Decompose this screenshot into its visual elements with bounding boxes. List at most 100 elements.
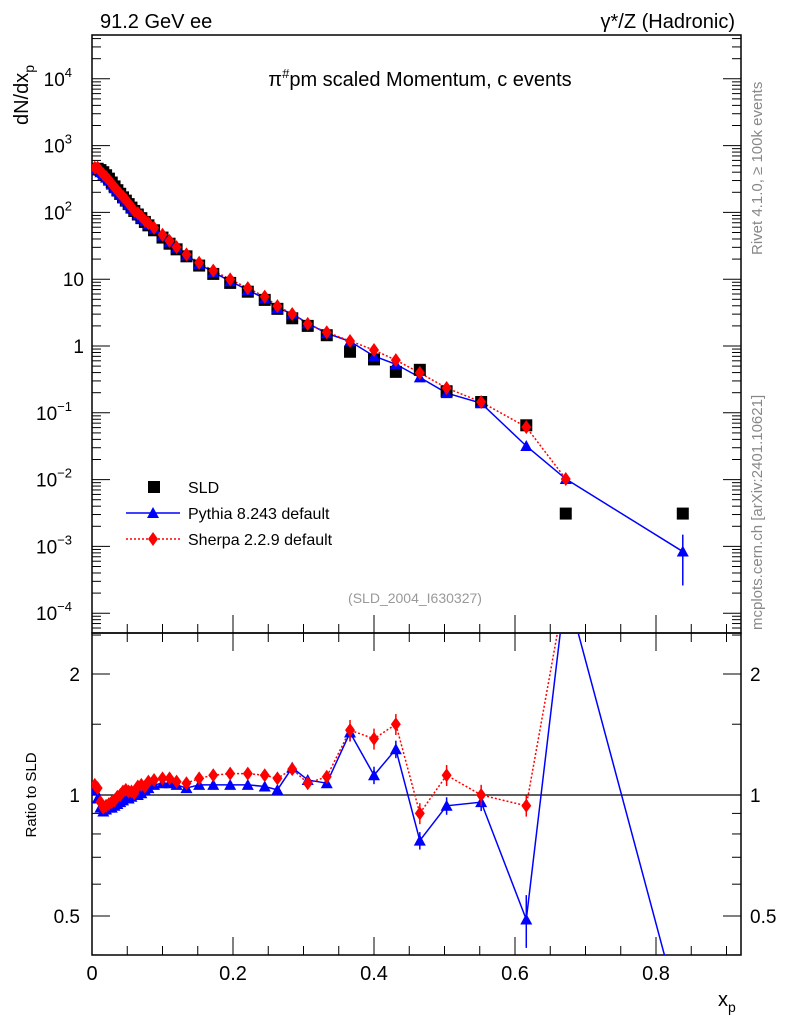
sherpa-ratio-point xyxy=(157,771,168,786)
sherpa-point xyxy=(149,220,160,235)
sherpa-point xyxy=(369,343,379,358)
sld-point xyxy=(676,507,689,520)
sherpa-ratio-point xyxy=(259,768,270,783)
pythia-ratio-point xyxy=(207,778,220,790)
analysis-tag: (SLD_2004_I630327) xyxy=(348,590,482,606)
legend-sld-marker xyxy=(148,481,160,493)
pythia-ratio-point xyxy=(241,778,254,790)
sherpa-point xyxy=(560,471,571,486)
x-tick-label: 0 xyxy=(86,963,97,985)
sherpa-point xyxy=(390,353,401,368)
sherpa-ratio-point xyxy=(92,781,103,796)
sherpa-point xyxy=(157,227,168,242)
sherpa-ratio-point xyxy=(302,776,313,791)
sherpa-ratio-point xyxy=(321,769,332,784)
sherpa-line xyxy=(94,166,567,480)
sherpa-ratio-point xyxy=(171,774,182,789)
pythia-ratio-point xyxy=(224,778,237,790)
y-axis-label: dN/dxp xyxy=(11,65,37,125)
header-left: 91.2 GeV ee xyxy=(100,11,212,33)
pythia-ratio-point xyxy=(389,743,402,755)
sherpa-ratio-point xyxy=(287,762,298,777)
sherpa-point xyxy=(414,365,425,380)
y-tick-label: 1 xyxy=(73,337,84,358)
legend: SLD Pythia 8.243 default Sherpa 2.2.9 de… xyxy=(126,480,333,549)
sherpa-ratio-point xyxy=(476,788,487,802)
sherpa-point xyxy=(302,316,313,331)
y-tick-label: 10−1 xyxy=(36,399,72,425)
pythia-ratio-line xyxy=(94,633,666,955)
legend-sherpa-marker xyxy=(148,532,158,546)
sherpa-point xyxy=(345,333,356,348)
pythia-line xyxy=(94,167,684,553)
sherpa-ratio-point xyxy=(272,771,283,786)
sherpa-ratio-point xyxy=(414,806,425,821)
x-tick-label: 0.4 xyxy=(360,963,388,985)
sherpa-point xyxy=(287,306,298,321)
sherpa-ratio-point xyxy=(181,776,192,791)
sherpa-ratio-point xyxy=(345,723,356,738)
rivet-version-label: Rivet 4.1.0, ≥ 100k events xyxy=(749,82,766,255)
ratio-panel-frame xyxy=(91,632,742,956)
sherpa-ratio-point xyxy=(149,772,160,787)
sherpa-ratio-point xyxy=(390,717,401,732)
sherpa-point xyxy=(321,325,332,340)
sherpa-ratio-point xyxy=(208,768,219,783)
x-tick-label: 0.6 xyxy=(501,963,529,985)
ratio-y-tick-label: 1 xyxy=(69,786,80,807)
ratio-y-tick-label-right: 1 xyxy=(750,786,761,807)
sherpa-ratio-point xyxy=(369,731,379,746)
legend-pythia-label: Pythia 8.243 default xyxy=(188,506,330,523)
y-tick-label: 10−3 xyxy=(36,532,72,558)
sherpa-point xyxy=(164,233,175,248)
sherpa-point xyxy=(242,281,253,296)
ratio-y-tick-label: 0.5 xyxy=(54,907,80,928)
y-tick-label: 10−4 xyxy=(36,599,72,625)
sherpa-point xyxy=(476,395,487,410)
legend-sld-label: SLD xyxy=(188,480,219,497)
pythia-ratio-point xyxy=(368,769,380,781)
sherpa-point xyxy=(259,289,270,304)
pythia-point xyxy=(676,545,689,557)
pythia-ratio-point xyxy=(677,1018,689,1024)
sherpa-point xyxy=(181,247,192,262)
pythia-point xyxy=(520,439,533,451)
header-right: γ*/Z (Hadronic) xyxy=(601,11,735,33)
legend-sherpa-label: Sherpa 2.2.9 default xyxy=(188,532,333,549)
sld-point xyxy=(559,507,572,520)
legend-pythia-marker xyxy=(147,507,159,518)
ratio-y-tick-label: 2 xyxy=(69,665,80,686)
y-tick-label: 10 xyxy=(63,270,84,291)
chart-title: π#pm scaled Momentum, c events xyxy=(268,66,571,91)
sherpa-point xyxy=(171,240,182,255)
sherpa-point xyxy=(521,420,532,435)
x-axis-label: xp xyxy=(718,989,736,1015)
sherpa-point xyxy=(194,255,205,270)
sherpa-point xyxy=(441,380,452,395)
sherpa-ratio-point xyxy=(225,766,236,781)
y-tick-label: 104 xyxy=(44,65,72,91)
sherpa-ratio-point xyxy=(242,766,253,781)
pythia-ratio-point xyxy=(520,913,533,925)
sherpa-ratio-point xyxy=(441,768,452,783)
y-tick-label: 103 xyxy=(44,132,72,158)
sld-point xyxy=(344,345,357,358)
mcplots-label: mcplots.cern.ch [arXiv:2401.10621] xyxy=(749,395,766,630)
ratio-y-tick-label-right: 2 xyxy=(750,665,761,686)
y-tick-label: 102 xyxy=(44,198,72,224)
sherpa-ratio-point xyxy=(194,771,205,786)
sherpa-ratio-point xyxy=(561,580,571,594)
pythia-ratio-point xyxy=(440,799,453,811)
x-tick-label: 0.2 xyxy=(219,963,247,985)
pythia-ratio-point xyxy=(413,834,426,846)
ratio-y-tick-label-right: 0.5 xyxy=(750,907,776,928)
pythia-ratio-point xyxy=(271,783,284,795)
sherpa-point xyxy=(225,272,236,287)
pythia-ratio-point xyxy=(258,780,271,792)
sherpa-point xyxy=(208,263,219,278)
pythia-ratio-point xyxy=(560,581,572,592)
x-tick-label: 0.8 xyxy=(642,963,670,985)
sherpa-ratio-point xyxy=(521,798,532,813)
ratio-y-axis-label: Ratio to SLD xyxy=(23,752,40,837)
